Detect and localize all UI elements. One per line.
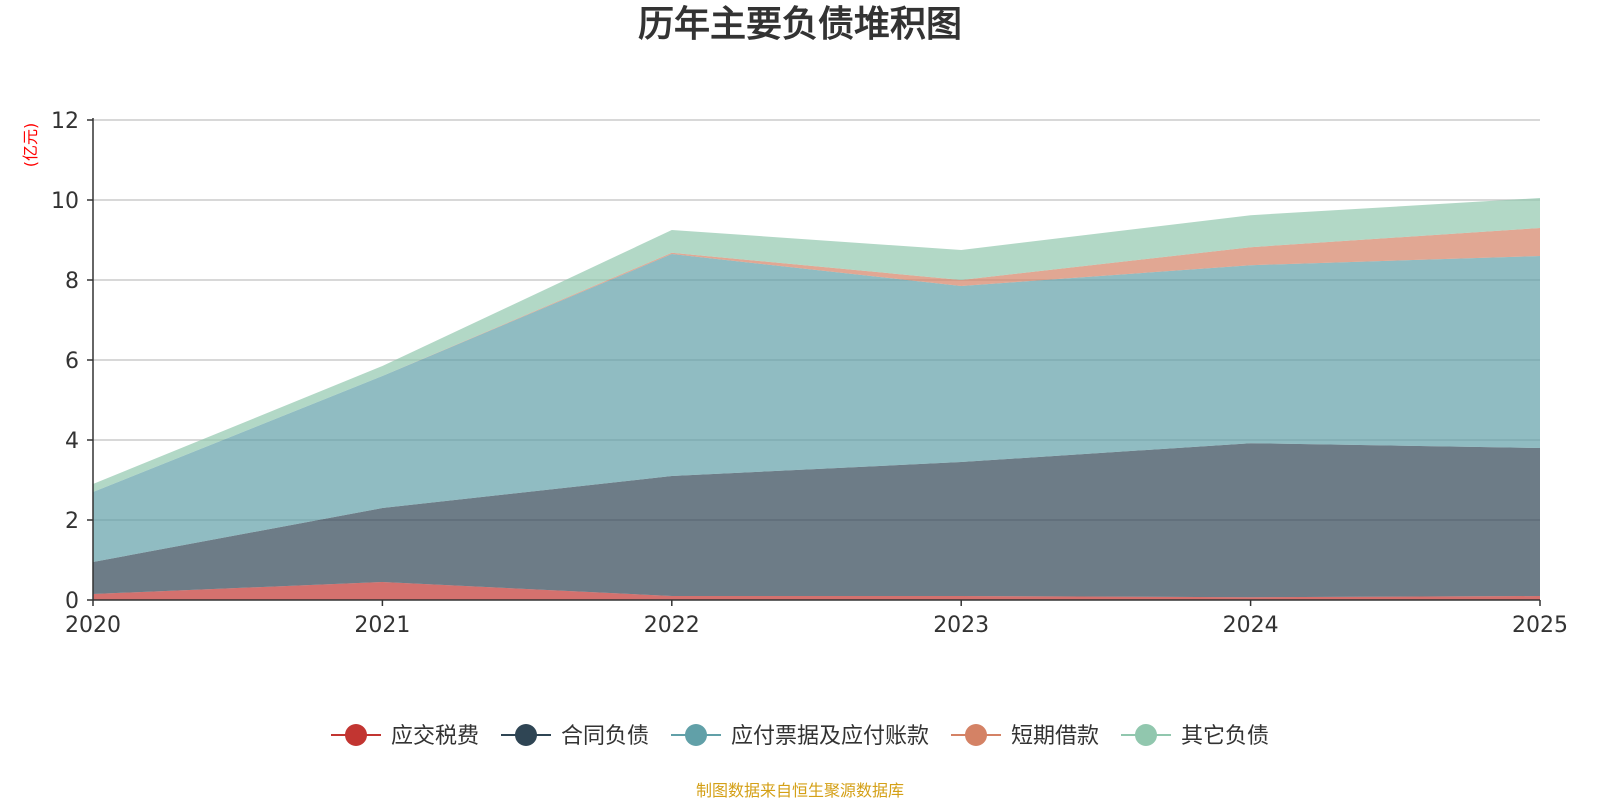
legend-item-2[interactable]: 应付票据及应付账款 <box>671 724 929 749</box>
x-tick-label: 2024 <box>1223 613 1279 638</box>
y-tick-label: 12 <box>51 109 79 134</box>
x-tick-label: 2025 <box>1512 613 1568 638</box>
legend-label: 其它负债 <box>1181 724 1269 749</box>
y-tick-label: 2 <box>65 509 79 534</box>
x-tick-label: 2020 <box>65 613 121 638</box>
x-tick-label: 2022 <box>644 613 700 638</box>
axis-layer: 0 2 4 6 8 10 12 2020 2021 2022 2023 2024 2025 <box>51 109 1568 638</box>
area-series-1[interactable] <box>93 443 1540 598</box>
y-tick-label: 0 <box>65 589 79 614</box>
legend-marker <box>965 724 987 746</box>
legend-item-1[interactable]: 合同负债 <box>501 724 649 749</box>
area-layer <box>93 198 1540 600</box>
legend-item-4[interactable]: 其它负债 <box>1121 724 1269 749</box>
legend-marker <box>685 724 707 746</box>
area-series-2[interactable] <box>93 254 1540 562</box>
legend-item-3[interactable]: 短期借款 <box>951 724 1099 749</box>
legend-item-0[interactable]: 应交税费 <box>331 724 479 749</box>
legend-marker <box>515 724 537 746</box>
y-axis-unit-label: (亿元) <box>21 123 40 168</box>
y-tick-label: 10 <box>51 189 79 214</box>
y-tick-label: 4 <box>65 429 79 454</box>
legend-label: 短期借款 <box>1011 724 1099 749</box>
area-series-4[interactable] <box>93 198 1540 492</box>
y-tick-label: 8 <box>65 269 79 294</box>
legend-marker <box>1135 724 1157 746</box>
x-tick-label: 2023 <box>933 613 989 638</box>
legend-label: 合同负债 <box>561 724 649 749</box>
chart-title: 历年主要负债堆积图 <box>638 4 962 45</box>
area-series-0[interactable] <box>93 582 1540 600</box>
legend-marker <box>345 724 367 746</box>
source-note: 制图数据来自恒生聚源数据库 <box>696 781 904 800</box>
y-tick-label: 6 <box>65 349 79 374</box>
x-tick-label: 2021 <box>354 613 410 638</box>
legend-label: 应付票据及应付账款 <box>731 724 929 749</box>
legend[interactable]: 应交税费 合同负债 应付票据及应付账款 短期借款 其它负债 <box>331 724 1269 749</box>
legend-label: 应交税费 <box>391 724 479 749</box>
area-series-3[interactable] <box>93 228 1540 492</box>
